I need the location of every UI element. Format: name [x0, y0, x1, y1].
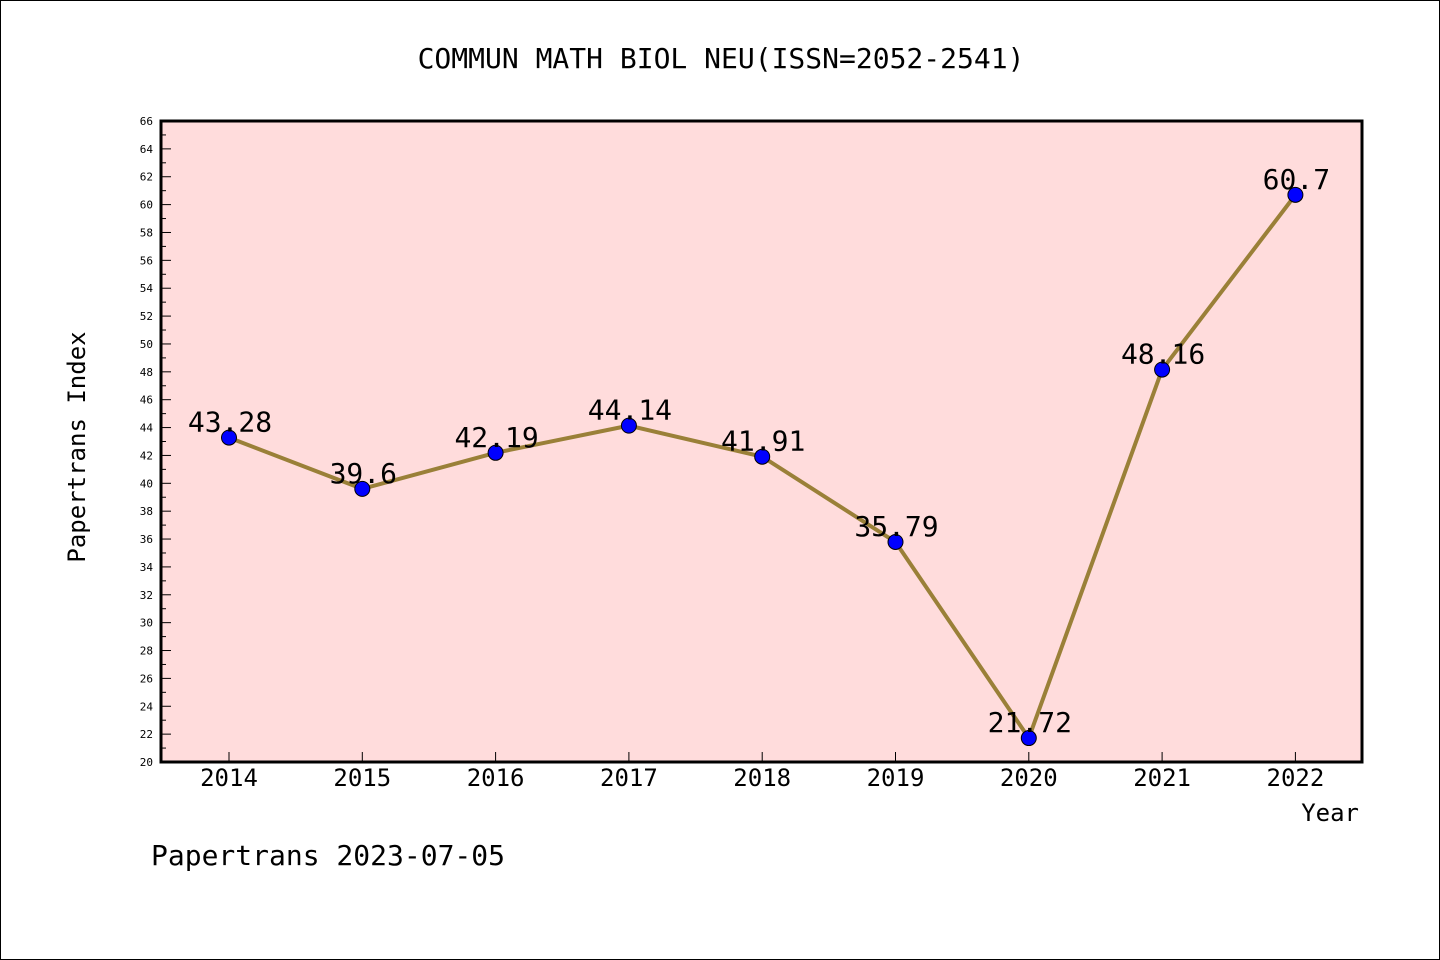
y-tick-label: 22 — [140, 728, 153, 741]
y-tick-label: 36 — [140, 533, 153, 546]
x-tick-label: 2019 — [867, 764, 925, 792]
y-tick-label: 40 — [140, 477, 153, 490]
chart-title: COMMUN MATH BIOL NEU(ISSN=2052-2541) — [418, 42, 1025, 75]
y-tick-label: 60 — [140, 199, 153, 212]
data-point — [754, 448, 771, 465]
data-point — [1287, 186, 1304, 203]
y-tick-label: 66 — [140, 115, 153, 128]
y-tick-label: 38 — [140, 505, 153, 518]
data-point — [221, 429, 237, 446]
data-label: 41.91 — [721, 425, 805, 458]
y-tick-label: 46 — [140, 394, 153, 407]
y-tick-label: 58 — [140, 226, 153, 239]
data-label: 39.6 — [330, 457, 397, 490]
data-point — [1020, 730, 1037, 747]
footer-text: Papertrans 2023-07-05 — [151, 839, 505, 872]
plot-border — [159, 119, 1364, 764]
y-axis-ticks: 20 22 24 26 28 30 32 34 36 38 40 42 44 46 48 50 52 54 56 58… — [140, 115, 171, 769]
y-tick-label: 62 — [140, 171, 153, 184]
data-label: 48.16 — [1121, 338, 1205, 371]
y-axis-label: Papertrans Index — [63, 331, 91, 562]
x-tick-label: 2015 — [333, 764, 391, 792]
y-tick-label: 26 — [140, 672, 153, 685]
x-tick-label: 2018 — [733, 764, 791, 792]
y-tick-label: 20 — [140, 756, 153, 769]
y-tick-label: 44 — [140, 422, 154, 435]
data-point — [1154, 361, 1171, 378]
y-tick-label: 54 — [140, 282, 154, 295]
y-tick-label: 56 — [140, 254, 153, 267]
x-tick-label: 2017 — [600, 764, 658, 792]
x-tick-label: 2016 — [467, 764, 525, 792]
data-labels: 43.28 39.6 42.19 44.14 41.91 35.79 21.72 48.16 6… — [188, 163, 1330, 739]
data-point — [620, 417, 637, 434]
x-tick-label: 2014 — [200, 764, 258, 792]
y-tick-label: 34 — [140, 561, 154, 574]
data-point — [354, 480, 371, 497]
y-tick-label: 64 — [140, 143, 154, 156]
y-tick-label: 28 — [140, 645, 153, 658]
data-label: 43.28 — [188, 406, 272, 439]
data-markers — [221, 186, 1304, 747]
x-axis-ticks: 2014 2015 2016 2017 2018 2019 2020 2021 2022 — [200, 752, 1324, 792]
x-tick-label: 2020 — [1000, 764, 1058, 792]
data-label: 60.7 — [1263, 163, 1330, 196]
data-label: 44.14 — [588, 394, 672, 427]
x-tick-label: 2022 — [1267, 764, 1325, 792]
data-label: 42.19 — [454, 421, 538, 454]
x-axis-label: Year — [1301, 799, 1359, 827]
data-label: 21.72 — [988, 706, 1072, 739]
data-label: 35.79 — [854, 510, 938, 543]
y-tick-label: 42 — [140, 449, 153, 462]
y-tick-label: 48 — [140, 366, 153, 379]
x-tick-label: 2021 — [1133, 764, 1191, 792]
data-point — [487, 444, 504, 461]
y-tick-label: 30 — [140, 617, 153, 630]
y-tick-label: 32 — [140, 589, 153, 602]
plot-area — [161, 121, 1362, 762]
y-tick-label: 52 — [140, 310, 153, 323]
y-tick-label: 24 — [140, 700, 154, 713]
y-tick-label: 50 — [140, 338, 153, 351]
data-point — [887, 533, 904, 550]
